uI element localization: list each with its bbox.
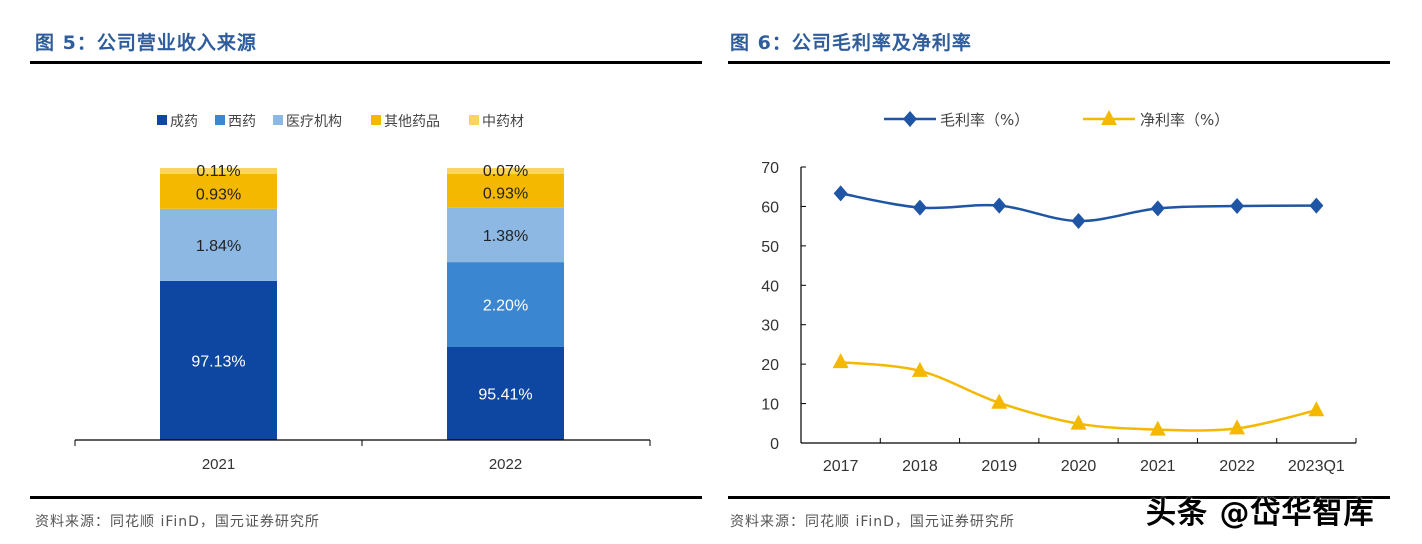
x-tick-label-2021: 2021 xyxy=(202,456,235,473)
top-rule-right xyxy=(728,61,1390,64)
bottom-rule-right xyxy=(728,496,1390,499)
x-tick-label-2022: 2022 xyxy=(1219,458,1255,475)
data-point-0-2019 xyxy=(992,197,1007,214)
y-tick-label-30: 30 xyxy=(761,318,779,335)
margin-line-chart: 0 10 20 30 40 50 60 70 2017 2018 2019 2020 2021 2022 2… xyxy=(761,110,1357,475)
x-tick-label-2018: 2018 xyxy=(902,458,938,475)
x-tick-label-2020: 2020 xyxy=(1061,458,1097,475)
data-point-1-2023Q1 xyxy=(1308,401,1325,417)
legend-label-0: 毛利率（%） xyxy=(940,111,1029,129)
legend-label-3: 其他药品 xyxy=(384,114,440,130)
bar-segment-2022-4 xyxy=(447,168,564,174)
data-label-2022-0: 95.41% xyxy=(478,386,532,403)
data-point-1-2019 xyxy=(991,393,1008,409)
x-tick-label-2019: 2019 xyxy=(981,458,1017,475)
data-label-2021-4: 0.11% xyxy=(196,163,240,180)
bar-segment-2022-3 xyxy=(447,173,564,208)
y-tick-label-20: 20 xyxy=(761,357,779,374)
legend-marker-1 xyxy=(1101,110,1117,125)
data-label-2021-0: 97.13% xyxy=(191,353,245,370)
data-label-2022-3: 0.93% xyxy=(483,186,528,203)
y-tick-label-70: 70 xyxy=(761,160,779,177)
bar-segment-2021-3 xyxy=(160,173,277,209)
x-tick-label-2023Q1: 2023Q1 xyxy=(1288,458,1345,475)
x-tick-label-2022: 2022 xyxy=(489,456,522,473)
legend-label-4: 中药材 xyxy=(482,114,524,130)
legend-swatch-2 xyxy=(273,115,283,125)
revenue-source-stacked-bar-chart: 成药 西药 医疗机构 其他药品 中药材 97.13% 1.84% 0.93% 0.11% 2021… xyxy=(74,114,651,473)
legend-label-2: 医疗机构 xyxy=(286,114,342,130)
y-tick-label-50: 50 xyxy=(761,239,779,256)
data-label-2021-2: 1.84% xyxy=(196,238,241,255)
bar-segment-2022-1 xyxy=(447,262,564,347)
data-point-0-2023Q1 xyxy=(1309,197,1324,214)
data-label-2022-1: 2.20% xyxy=(483,298,528,315)
bar-segment-2021-4 xyxy=(160,168,277,174)
data-point-1-2018 xyxy=(911,361,928,377)
y-tick-label-10: 10 xyxy=(761,397,779,414)
figure5-source: 资料来源：同花顺 iFinD，国元证券研究所 xyxy=(35,514,320,530)
data-label-2022-4: 0.07% xyxy=(483,163,528,180)
data-label-2022-2: 1.38% xyxy=(483,228,528,245)
bar-segment-2021-2 xyxy=(160,208,277,281)
legend-swatch-4 xyxy=(469,115,479,125)
watermark: 头条 @岱华智库 xyxy=(1146,496,1375,531)
legend-swatch-1 xyxy=(215,115,225,125)
data-point-1-2020 xyxy=(1070,414,1087,430)
legend-swatch-0 xyxy=(157,115,167,125)
data-point-1-2017 xyxy=(832,353,849,369)
data-point-0-2020 xyxy=(1071,213,1086,230)
x-tick-label-2017: 2017 xyxy=(823,458,859,475)
data-point-1-2021 xyxy=(1149,420,1166,436)
y-tick-label-60: 60 xyxy=(761,199,779,216)
data-point-1-2022 xyxy=(1229,419,1246,435)
x-tick-label-2021: 2021 xyxy=(1140,458,1176,475)
legend-label-1: 西药 xyxy=(228,114,256,130)
legend-label-1: 净利率（%） xyxy=(1140,111,1229,129)
data-point-0-2018 xyxy=(912,199,927,216)
figure5-title: 图 5：公司营业收入来源 xyxy=(35,32,257,54)
figure6-title: 图 6：公司毛利率及净利率 xyxy=(730,32,972,54)
figure6-source: 资料来源：同花顺 iFinD，国元证券研究所 xyxy=(730,514,1015,530)
legend-swatch-3 xyxy=(371,115,381,125)
legend-marker-0 xyxy=(903,111,917,127)
top-rule-left xyxy=(30,61,702,64)
data-point-0-2022 xyxy=(1230,198,1245,215)
data-label-2021-3: 0.93% xyxy=(196,186,241,203)
data-point-0-2017 xyxy=(833,185,848,202)
legend-label-0: 成药 xyxy=(170,114,198,130)
data-point-0-2021 xyxy=(1150,200,1165,217)
bar-segment-2022-0 xyxy=(447,346,564,440)
y-tick-label-0: 0 xyxy=(770,436,779,453)
bar-segment-2021-0 xyxy=(160,280,277,440)
y-tick-label-40: 40 xyxy=(761,278,779,295)
bar-segment-2022-2 xyxy=(447,207,564,263)
bottom-rule-left xyxy=(30,496,702,499)
